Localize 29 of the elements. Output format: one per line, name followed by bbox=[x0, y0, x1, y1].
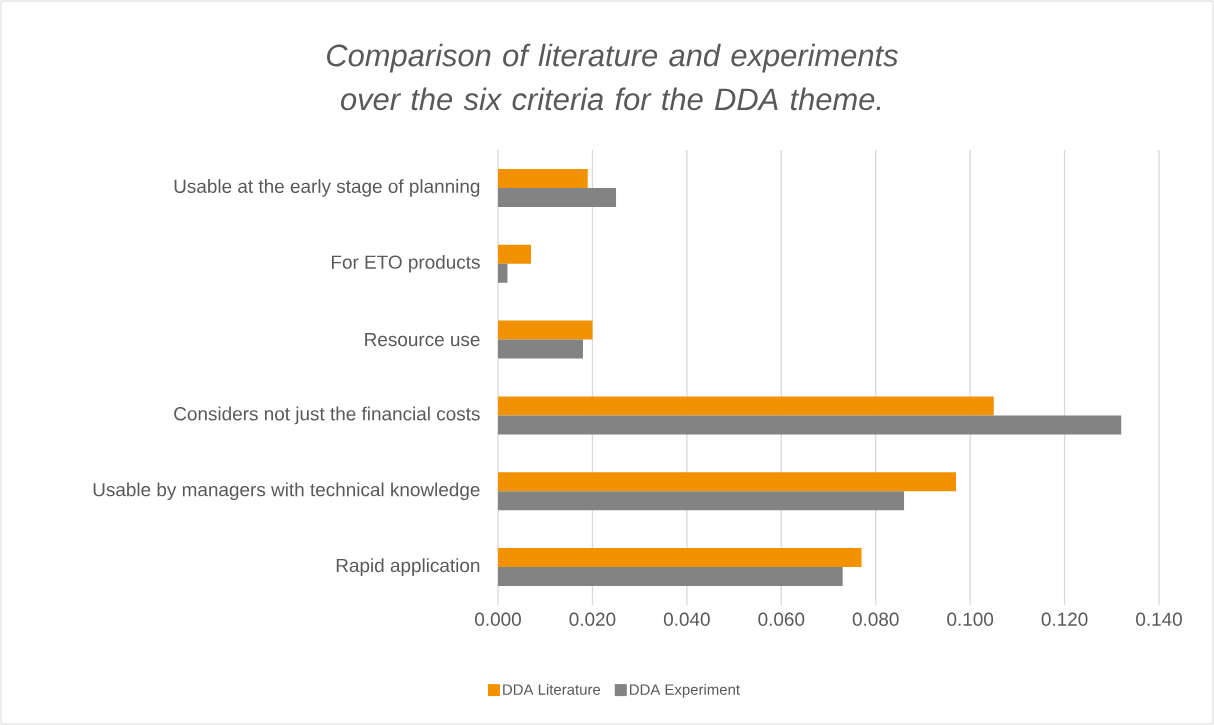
y-tick-label: Resource use bbox=[365, 332, 480, 347]
y-tick-label: Considers not just the financial costs bbox=[174, 406, 480, 425]
chart-title: Comparison of literature and experiments over the six criteria for the DDA theme. bbox=[327, 43, 898, 111]
y-tick-label: Usable at the early stage of planning bbox=[174, 179, 480, 197]
bar bbox=[498, 263, 508, 283]
x-tick-label: 0.140 bbox=[1136, 612, 1182, 626]
x-tick-label: 0.100 bbox=[947, 612, 994, 626]
x-tick-label: 0.040 bbox=[663, 612, 710, 626]
x-tick-label: 0.080 bbox=[852, 612, 899, 626]
x-tick-label: 0.020 bbox=[569, 612, 616, 626]
bar bbox=[498, 548, 862, 568]
y-tick-label: Usable by managers with technical knowledge bbox=[93, 482, 480, 501]
bar bbox=[498, 491, 905, 511]
x-tick-label: 0.000 bbox=[475, 612, 521, 626]
bar bbox=[498, 244, 532, 264]
bar bbox=[498, 168, 588, 188]
bar bbox=[498, 187, 617, 207]
bar bbox=[498, 396, 994, 416]
legend-label: DDA Experiment bbox=[629, 683, 740, 698]
bar bbox=[498, 472, 956, 492]
bar bbox=[498, 415, 1122, 435]
bar bbox=[498, 320, 593, 340]
x-tick-label: 0.060 bbox=[758, 612, 805, 626]
legend-label: DDA Literature bbox=[503, 683, 601, 695]
x-tick-label: 0.120 bbox=[1041, 612, 1088, 626]
y-tick-label: For ETO products bbox=[331, 254, 480, 273]
y-tick-label: Rapid application bbox=[336, 558, 480, 576]
bar bbox=[498, 567, 843, 587]
bar bbox=[498, 339, 583, 359]
